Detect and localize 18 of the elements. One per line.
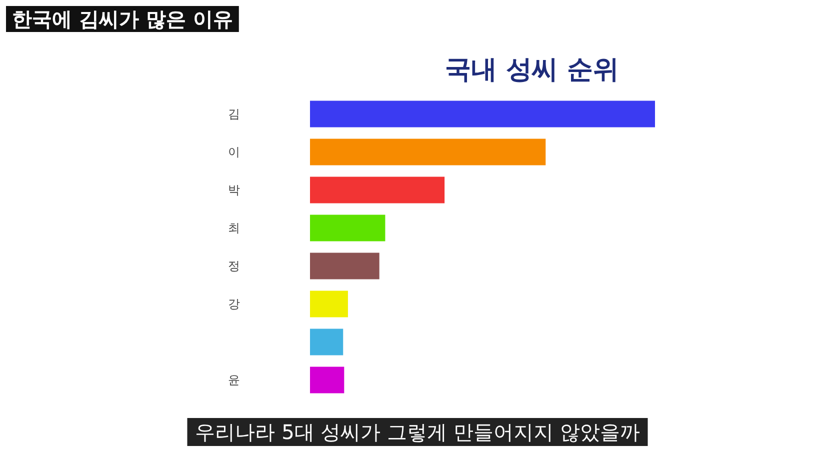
y-tick-label: 강 xyxy=(228,297,240,311)
y-tick-label: 이 xyxy=(228,145,240,159)
text: 우리나라 5대 성씨가 그렇게 만들어지지 않았을까 xyxy=(195,420,640,444)
bar xyxy=(310,366,344,394)
bar xyxy=(310,138,546,166)
bar xyxy=(310,214,386,242)
chart-title: 국내 성씨 순위 xyxy=(445,55,620,85)
y-tick-label: 최 xyxy=(228,221,240,235)
text: 한국에 김씨가 많은 이유 xyxy=(12,7,233,31)
y-tick-label: 박 xyxy=(228,183,240,197)
bar xyxy=(310,290,348,318)
y-tick-label: 김 xyxy=(228,107,240,121)
y-tick-label: 정 xyxy=(228,259,240,273)
bar xyxy=(310,100,655,128)
bar xyxy=(310,176,445,204)
bar xyxy=(310,252,380,280)
bar xyxy=(310,328,344,356)
y-tick-label: 윤 xyxy=(228,373,240,387)
